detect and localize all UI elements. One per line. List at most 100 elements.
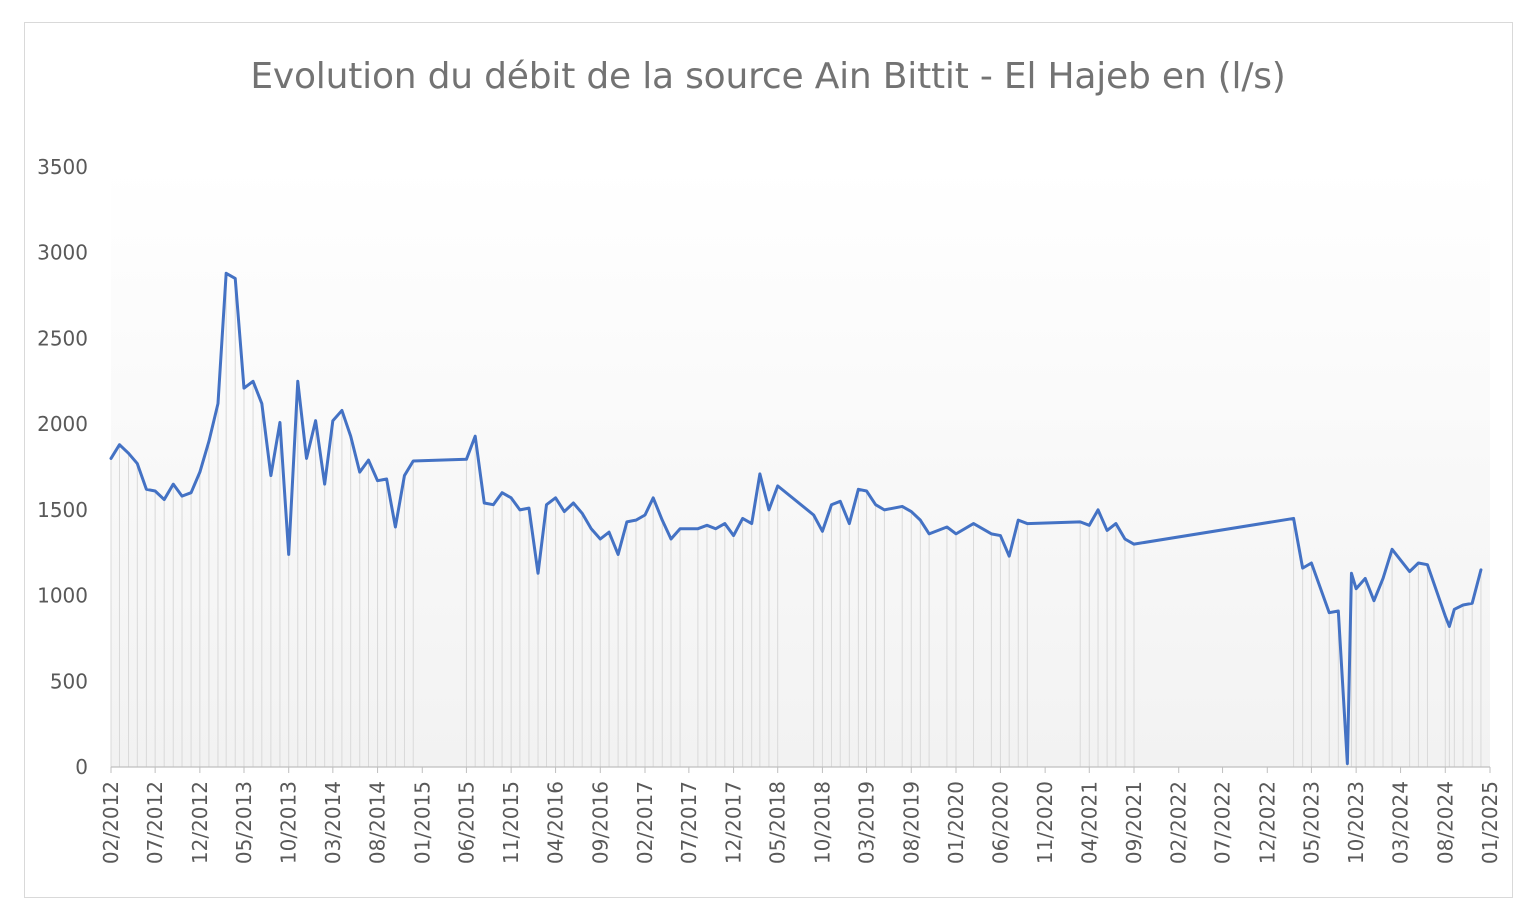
plot-area (111, 167, 1490, 767)
data-point (270, 474, 272, 477)
data-point (1480, 569, 1482, 571)
data-point (626, 521, 628, 523)
data-point (839, 500, 842, 503)
data-point (714, 527, 717, 530)
data-point (581, 512, 583, 515)
data-point (1471, 602, 1473, 605)
data-point (1391, 548, 1393, 551)
data-point (901, 505, 904, 508)
data-point (919, 519, 922, 521)
data-point (1079, 521, 1082, 523)
data-point (181, 495, 183, 497)
data-point (741, 517, 744, 520)
data-point (670, 538, 672, 540)
data-point (136, 462, 139, 465)
data-point (572, 502, 575, 504)
x-axis: 02/2012 07/2012 12/2012 05/2013 10/2013 03/20… (99, 766, 1502, 864)
y-tick-label: 1500 (37, 498, 88, 522)
data-point (1337, 610, 1340, 612)
x-tick-label: 05/2018 (766, 781, 790, 864)
x-tick-label: 10/2013 (277, 781, 301, 864)
x-tick-label: 07/2022 (1211, 781, 1235, 864)
x-tick-label: 06/2020 (988, 781, 1012, 864)
data-point (279, 421, 281, 424)
data-point (287, 553, 290, 556)
data-point (537, 572, 539, 575)
y-tick-label: 500 (50, 669, 88, 693)
data-point (314, 419, 317, 422)
x-tick-label: 01/2020 (944, 781, 968, 864)
data-point (492, 503, 495, 506)
data-point (1124, 538, 1126, 540)
x-tick-label: 12/2017 (722, 781, 746, 864)
x-tick-label: 12/2022 (1255, 781, 1279, 864)
data-point (118, 443, 121, 446)
data-point (697, 527, 699, 530)
data-point (554, 497, 557, 499)
x-tick-label: 07/2012 (143, 781, 167, 864)
y-tick-label: 3000 (37, 241, 88, 265)
x-tick-label: 06/2015 (454, 781, 478, 864)
data-point (830, 503, 833, 506)
data-point (252, 380, 254, 383)
data-point (563, 510, 566, 513)
data-point (617, 553, 619, 556)
data-point (163, 498, 165, 501)
y-tick-label: 1000 (37, 584, 88, 608)
x-tick-label: 08/2019 (899, 781, 923, 864)
data-point (599, 538, 602, 540)
x-tick-label: 02/2012 (99, 781, 123, 864)
data-point (661, 519, 664, 521)
data-point (1097, 509, 1099, 511)
data-point (145, 488, 148, 491)
data-point (679, 527, 681, 530)
x-tick-label: 11/2015 (499, 781, 523, 864)
data-point (217, 402, 219, 405)
data-point (545, 503, 548, 506)
data-point (208, 440, 210, 443)
y-tick-label: 2000 (37, 412, 88, 436)
data-point (750, 522, 753, 525)
data-point (234, 277, 237, 280)
data-point (332, 419, 334, 422)
x-tick-label: 03/2014 (321, 781, 345, 864)
x-tick-label: 09/2016 (588, 781, 612, 864)
data-point (510, 497, 512, 499)
data-point (1350, 572, 1353, 575)
data-point (403, 474, 406, 477)
data-point (199, 471, 201, 473)
data-point (990, 533, 993, 535)
data-point (1115, 522, 1117, 525)
chart-title: Evolution du débit de la source Ain Bitt… (250, 56, 1286, 97)
data-point (1373, 599, 1375, 602)
x-tick-label: 05/2023 (1299, 781, 1323, 864)
data-point (127, 452, 130, 455)
data-point (857, 488, 860, 491)
x-tick-label: 03/2019 (855, 781, 879, 864)
data-point (110, 457, 112, 460)
data-point (474, 435, 476, 437)
data-point (1008, 555, 1010, 557)
data-point (412, 460, 415, 462)
data-point (608, 531, 610, 533)
data-point (955, 533, 957, 535)
data-point (590, 527, 593, 530)
data-point (1364, 577, 1366, 580)
y-axis: 0 500 1000 1500 2000 2500 3000 3500 (37, 155, 88, 779)
data-point (225, 272, 227, 275)
data-point (1328, 611, 1331, 614)
data-point (946, 526, 948, 528)
data-point (972, 522, 975, 525)
data-point (1382, 577, 1384, 580)
data-point (821, 530, 824, 533)
data-point (1301, 567, 1304, 569)
data-point (172, 483, 175, 485)
data-point (644, 514, 646, 516)
x-tick-label: 10/2018 (810, 781, 834, 864)
data-point (812, 514, 815, 516)
x-tick-label: 10/2023 (1344, 781, 1368, 864)
x-tick-label: 08/2014 (366, 781, 390, 864)
data-point (1355, 587, 1357, 590)
x-tick-label: 09/2021 (1122, 781, 1146, 864)
